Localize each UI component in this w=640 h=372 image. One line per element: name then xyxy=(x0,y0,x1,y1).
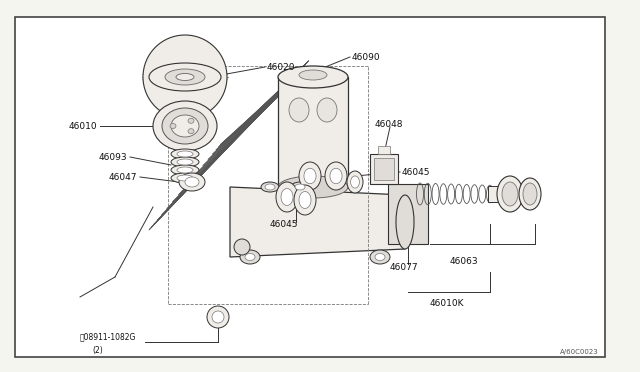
Text: 46045: 46045 xyxy=(270,219,298,228)
Bar xyxy=(488,186,502,202)
Ellipse shape xyxy=(523,183,537,205)
Ellipse shape xyxy=(299,162,321,190)
Ellipse shape xyxy=(234,239,250,255)
Polygon shape xyxy=(230,187,405,257)
Text: 46010: 46010 xyxy=(68,122,97,131)
Bar xyxy=(378,146,390,154)
Ellipse shape xyxy=(162,108,208,144)
Ellipse shape xyxy=(347,171,363,193)
Ellipse shape xyxy=(240,250,260,264)
Text: 46077: 46077 xyxy=(390,263,419,272)
Text: 46010K: 46010K xyxy=(430,299,465,308)
Ellipse shape xyxy=(294,185,316,215)
Ellipse shape xyxy=(177,167,193,173)
Ellipse shape xyxy=(497,176,523,212)
Ellipse shape xyxy=(289,98,309,122)
Text: 46063: 46063 xyxy=(450,257,479,266)
Text: ⓝ08911-1082G: ⓝ08911-1082G xyxy=(80,333,136,341)
Ellipse shape xyxy=(317,98,337,122)
Ellipse shape xyxy=(171,173,199,183)
Ellipse shape xyxy=(304,168,316,184)
Bar xyxy=(370,154,398,184)
Text: (2): (2) xyxy=(92,346,103,355)
Bar xyxy=(374,158,394,180)
Circle shape xyxy=(207,306,229,328)
Ellipse shape xyxy=(502,182,518,206)
Ellipse shape xyxy=(265,184,275,190)
Text: 46093: 46093 xyxy=(99,153,127,161)
Ellipse shape xyxy=(176,74,194,80)
Ellipse shape xyxy=(153,101,217,151)
Ellipse shape xyxy=(519,178,541,210)
Ellipse shape xyxy=(177,159,193,165)
Text: 46048: 46048 xyxy=(375,119,403,128)
Ellipse shape xyxy=(278,66,348,88)
Bar xyxy=(388,184,428,244)
Ellipse shape xyxy=(330,168,342,184)
Ellipse shape xyxy=(171,157,199,167)
Bar xyxy=(278,77,348,187)
Text: 46020: 46020 xyxy=(267,62,296,71)
Ellipse shape xyxy=(185,177,199,187)
Ellipse shape xyxy=(299,70,327,80)
Circle shape xyxy=(212,311,224,323)
Ellipse shape xyxy=(351,176,360,188)
Ellipse shape xyxy=(149,63,221,91)
Ellipse shape xyxy=(188,129,194,134)
Ellipse shape xyxy=(278,176,348,198)
Ellipse shape xyxy=(171,165,199,175)
Ellipse shape xyxy=(325,162,347,190)
Ellipse shape xyxy=(245,253,255,260)
Ellipse shape xyxy=(281,189,293,205)
Ellipse shape xyxy=(165,69,205,85)
Ellipse shape xyxy=(375,253,385,260)
Ellipse shape xyxy=(396,195,414,249)
Ellipse shape xyxy=(170,124,176,128)
Text: A/60C0023: A/60C0023 xyxy=(560,349,599,355)
Ellipse shape xyxy=(177,151,193,157)
Ellipse shape xyxy=(370,250,390,264)
Ellipse shape xyxy=(295,184,305,190)
Text: 46045: 46045 xyxy=(402,167,431,176)
Ellipse shape xyxy=(188,118,194,123)
Ellipse shape xyxy=(291,182,309,192)
Circle shape xyxy=(143,35,227,119)
Ellipse shape xyxy=(276,182,298,212)
Ellipse shape xyxy=(179,173,205,191)
Text: 46047: 46047 xyxy=(109,173,137,182)
Ellipse shape xyxy=(177,175,193,181)
Ellipse shape xyxy=(261,182,279,192)
Text: 46090: 46090 xyxy=(352,52,381,61)
Ellipse shape xyxy=(299,192,311,208)
Ellipse shape xyxy=(171,115,199,137)
Ellipse shape xyxy=(171,149,199,159)
